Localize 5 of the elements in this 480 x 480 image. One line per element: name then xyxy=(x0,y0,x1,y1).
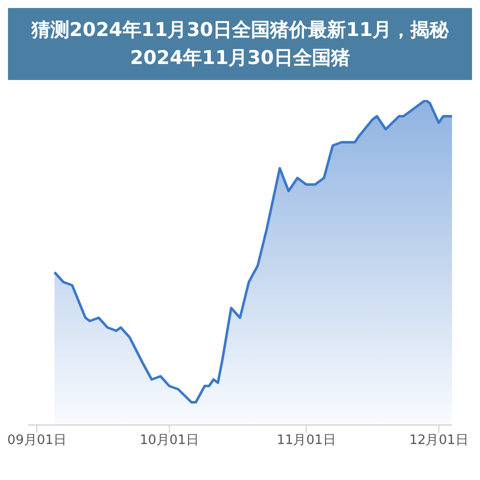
chart-title: 猜测2024年11月30日全国猪价最新11月，揭秘2024年11月30日全国猪 xyxy=(8,8,472,80)
x-tick-label: 11月01日 xyxy=(276,433,336,448)
x-tick-label: 09月01日 xyxy=(7,433,66,448)
x-tick-label: 12月01日 xyxy=(409,433,468,448)
x-tick-label: 10月01日 xyxy=(140,433,199,448)
